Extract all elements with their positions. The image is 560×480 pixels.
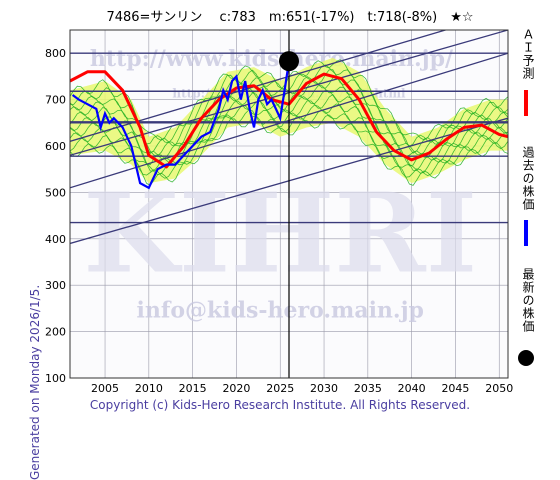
y-tick-label: 700: [45, 94, 66, 107]
y-tick-label: 400: [45, 233, 66, 246]
x-tick-label: 2005: [91, 382, 119, 395]
chart-legend: ＡＩ予測 過去の株価 最新の株価: [514, 28, 542, 378]
watermark-email: info@kids-hero.main.jp: [137, 298, 424, 324]
x-tick-label: 2035: [354, 382, 382, 395]
y-tick-label: 200: [45, 326, 66, 339]
legend-label-prediction: ＡＩ予測: [521, 28, 535, 80]
latest-price-dot: [279, 51, 299, 72]
y-tick-label: 500: [45, 186, 66, 199]
generated-date: Generated on Monday 2026/1/5.: [28, 284, 42, 480]
plot-frame: [69, 29, 509, 379]
legend-swatch-past-price: [524, 220, 528, 246]
legend-item-latest-price: 最新の株価: [514, 268, 542, 378]
watermark-logo: KIHRI: [83, 168, 477, 297]
watermark-url-top: http://www.kids-hero.main.jp/: [90, 46, 454, 72]
x-tick-label: 2030: [310, 382, 338, 395]
legend-label-latest-price: 最新の株価: [521, 268, 535, 333]
chart-title: 7486=サンリン c:783 m:651(-17%) t:718(-8%) ★…: [106, 10, 474, 25]
x-tick-label: 2045: [441, 382, 469, 395]
x-tick-label: 2010: [135, 382, 163, 395]
x-tick-label: 2025: [266, 382, 294, 395]
x-tick-label: 2020: [222, 382, 250, 395]
y-tick-label: 100: [45, 372, 66, 385]
y-tick-label: 800: [45, 47, 66, 60]
y-tick-label: 300: [45, 279, 66, 292]
y-tick-label: 600: [45, 140, 66, 153]
x-tick-label: 2015: [179, 382, 207, 395]
x-tick-label: 2040: [398, 382, 426, 395]
legend-item-prediction: ＡＩ予測: [514, 28, 542, 138]
past-price-line: [71, 60, 291, 190]
copyright-footer: Copyright (c) Kids-Hero Research Institu…: [89, 398, 471, 412]
legend-label-past-price: 過去の株価: [521, 146, 535, 211]
legend-dot-latest-price: [518, 350, 534, 366]
legend-swatch-prediction: [524, 90, 528, 116]
legend-item-past-price: 過去の株価: [514, 146, 542, 256]
x-tick-label: 2050: [485, 382, 513, 395]
stock-chart: http://www.kids-hero.main.jp/http://kids…: [45, 29, 513, 395]
